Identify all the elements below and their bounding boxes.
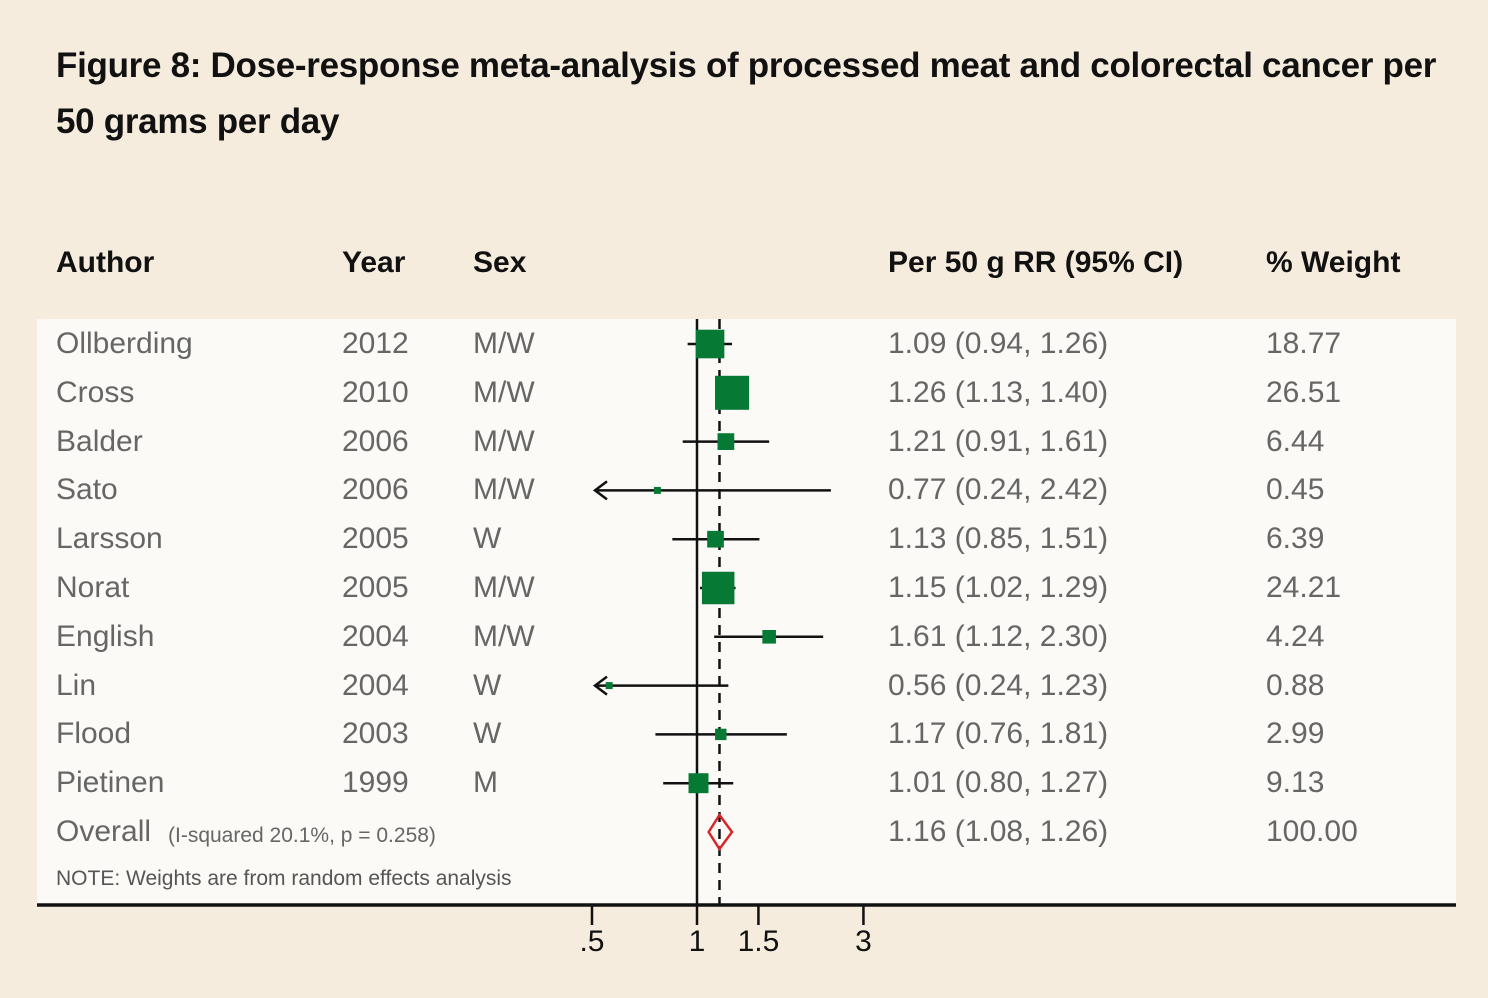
rr-label: 1.13 (0.85, 1.51): [888, 522, 1109, 556]
chart-title: Figure 8: Dose-response meta-analysis of…: [56, 46, 1437, 141]
sex-label: M/W: [473, 375, 535, 409]
author-label: Ollberding: [56, 327, 193, 360]
header-rr: Per 50 g RR (95% CI): [888, 246, 1184, 279]
x-tick-label: .5: [579, 925, 605, 958]
x-tick-label: 3: [855, 925, 872, 958]
rr-label: 1.15 (1.02, 1.29): [888, 571, 1109, 604]
point-estimate-box: [715, 375, 750, 410]
weight-label: 26.51: [1266, 375, 1342, 409]
year-label: 2005: [342, 522, 409, 556]
year-label: 2006: [342, 473, 409, 507]
sex-label: M/W: [473, 619, 535, 653]
author-label: Norat: [56, 571, 130, 604]
rr-label: 1.61 (1.12, 2.30): [888, 619, 1109, 653]
year-label: 2003: [342, 717, 409, 751]
x-tick-label: 1.5: [737, 925, 780, 958]
rr-label: 0.77 (0.24, 2.42): [888, 473, 1109, 507]
x-tick-label: 1: [688, 925, 706, 958]
point-estimate-box: [762, 630, 776, 644]
year-label: 2004: [342, 668, 409, 702]
year-label: 2006: [342, 424, 409, 458]
header-weight: % Weight: [1266, 246, 1401, 279]
author-label: Flood: [56, 717, 132, 751]
sex-label: M/W: [473, 473, 535, 507]
weight-label: 6.39: [1266, 522, 1325, 556]
rr-label: 1.01 (0.80, 1.27): [888, 766, 1109, 800]
weight-label: 4.24: [1266, 619, 1325, 653]
header-year: Year: [342, 246, 406, 279]
sex-label: M: [473, 766, 498, 800]
author-label: Balder: [56, 424, 143, 458]
year-label: 2005: [342, 571, 409, 604]
overall-diamond: [707, 812, 734, 852]
rr-label: 1.09 (0.94, 1.26): [888, 327, 1109, 360]
rr-label: 0.56 (0.24, 1.23): [888, 668, 1109, 702]
year-label: 2012: [342, 327, 409, 360]
weight-label: 0.88: [1266, 668, 1325, 702]
year-label: 2010: [342, 375, 409, 409]
author-label: Pietinen: [56, 766, 165, 800]
weight-label: 24.21: [1266, 571, 1342, 604]
weight-label: 0.45: [1266, 473, 1325, 507]
plot-panel: [37, 319, 1456, 905]
rr-label: 1.21 (0.91, 1.61): [888, 424, 1109, 458]
year-label: 1999: [342, 766, 409, 800]
author-label: Sato: [56, 473, 118, 507]
rr-label: 1.26 (1.13, 1.40): [888, 375, 1109, 409]
sex-label: M/W: [473, 571, 535, 604]
author-label: Cross: [56, 375, 135, 409]
overall-rr-label: 1.16 (1.08, 1.26): [888, 815, 1109, 848]
author-label: Larsson: [56, 522, 163, 556]
author-label: English: [56, 619, 155, 653]
note-text: NOTE: Weights are from random effects an…: [56, 867, 512, 890]
rr-label: 1.17 (0.76, 1.81): [888, 717, 1109, 751]
point-estimate-box: [605, 682, 613, 690]
point-estimate-box: [695, 329, 725, 359]
point-estimate-box: [717, 433, 735, 450]
ci-arrow-icon: [592, 480, 608, 501]
header-author: Author: [56, 246, 155, 279]
point-estimate-box: [707, 530, 724, 548]
author-label: Lin: [56, 668, 97, 702]
heterogeneity-stats: (I-squared 20.1%, p = 0.258): [168, 824, 436, 847]
sex-label: M/W: [473, 424, 535, 458]
sex-label: W: [473, 717, 502, 751]
weight-label: 9.13: [1266, 766, 1325, 800]
weight-label: 18.77: [1266, 327, 1342, 360]
year-label: 2004: [342, 619, 409, 653]
header-sex: Sex: [473, 246, 527, 279]
sex-label: W: [473, 668, 502, 702]
sex-label: W: [473, 522, 502, 556]
point-estimate-box: [715, 728, 727, 741]
sex-label: M/W: [473, 327, 535, 360]
point-estimate-box: [701, 571, 735, 605]
weight-label: 6.44: [1266, 424, 1325, 458]
overall-label: Overall: [56, 815, 152, 848]
overall-weight-label: 100.00: [1266, 815, 1358, 848]
point-estimate-box: [688, 773, 709, 794]
ci-arrow-icon: [592, 675, 608, 696]
weight-label: 2.99: [1266, 717, 1325, 751]
point-estimate-box: [653, 486, 661, 494]
